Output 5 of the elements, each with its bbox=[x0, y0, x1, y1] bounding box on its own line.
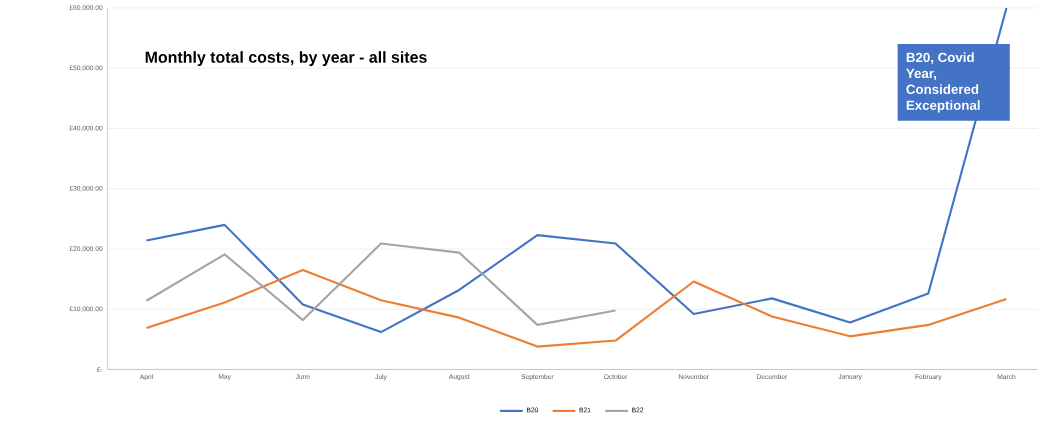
line-series bbox=[145, 269, 1008, 348]
line-series bbox=[145, 7, 1008, 334]
line-series bbox=[145, 242, 617, 327]
text: Monthly total costs, by year - all sites bbox=[145, 51, 427, 67]
annotation: B20, Covid Year, Considered Exceptional bbox=[906, 52, 980, 113]
